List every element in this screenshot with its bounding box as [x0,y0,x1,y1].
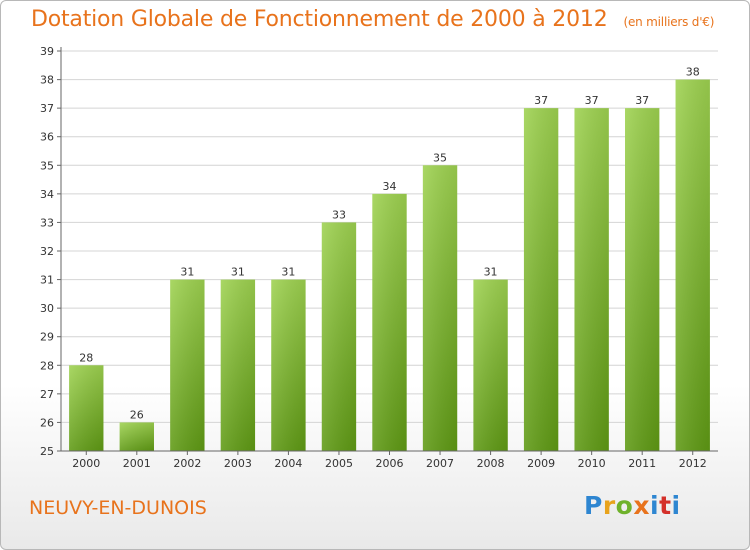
x-tick-label: 2011 [628,457,656,470]
bar-shade [119,422,154,451]
bar-shade [170,279,205,451]
x-tick-label: 2006 [376,457,404,470]
chart-title-text: Dotation Globale de Fonctionnement de 20… [31,7,608,32]
bar-shade [271,279,306,451]
x-tick-label: 2012 [679,457,707,470]
y-tick-label: 32 [40,245,54,258]
x-tick-label: 2001 [123,457,151,470]
y-tick-label: 25 [40,445,54,458]
y-tick-label: 35 [40,159,54,172]
data-label: 37 [534,94,548,107]
data-label: 38 [686,66,700,79]
y-tick-label: 31 [40,274,54,287]
x-tick-label: 2007 [426,457,454,470]
commune-name: NEUVY-EN-DUNOIS [29,497,207,519]
data-label: 28 [79,351,93,364]
data-label: 35 [433,151,447,164]
x-tick-label: 2003 [224,457,252,470]
y-tick-label: 38 [40,74,54,87]
data-label: 31 [180,266,194,279]
y-tick-label: 34 [40,188,54,201]
y-tick-label: 37 [40,102,54,115]
y-tick-label: 39 [40,45,54,58]
data-label: 26 [130,408,144,421]
bar-shade [321,222,357,451]
x-tick-label: 2009 [527,457,555,470]
bar-shade [220,279,256,451]
x-tick-label: 2004 [274,457,302,470]
bar-shade [523,108,559,452]
bar-shade [473,279,508,451]
chart-unit: (en milliers d'€) [623,15,715,29]
bar-shade [574,108,609,452]
data-label: 31 [484,266,498,279]
bar-shade [675,79,710,452]
proxiti-logo: Proxiti [584,491,681,520]
y-tick-label: 26 [40,416,54,429]
y-tick-label: 29 [40,331,54,344]
bar-shade [372,193,407,451]
data-label: 31 [231,266,245,279]
x-tick-label: 2002 [173,457,201,470]
bar-shade [625,108,660,452]
x-tick-label: 2000 [72,457,100,470]
data-label: 37 [635,94,649,107]
y-tick-label: 27 [40,388,54,401]
y-tick-label: 30 [40,302,54,315]
bar-shade [69,365,104,451]
data-label: 33 [332,208,346,221]
chart-title: Dotation Globale de Fonctionnement de 20… [31,7,714,32]
data-label: 34 [383,180,397,193]
bar-shade [422,165,458,452]
x-tick-label: 2005 [325,457,353,470]
data-label: 37 [585,94,599,107]
data-label: 31 [281,266,295,279]
x-tick-label: 2008 [477,457,505,470]
y-tick-label: 28 [40,359,54,372]
y-tick-label: 33 [40,216,54,229]
x-tick-label: 2010 [578,457,606,470]
y-tick-label: 36 [40,131,54,144]
